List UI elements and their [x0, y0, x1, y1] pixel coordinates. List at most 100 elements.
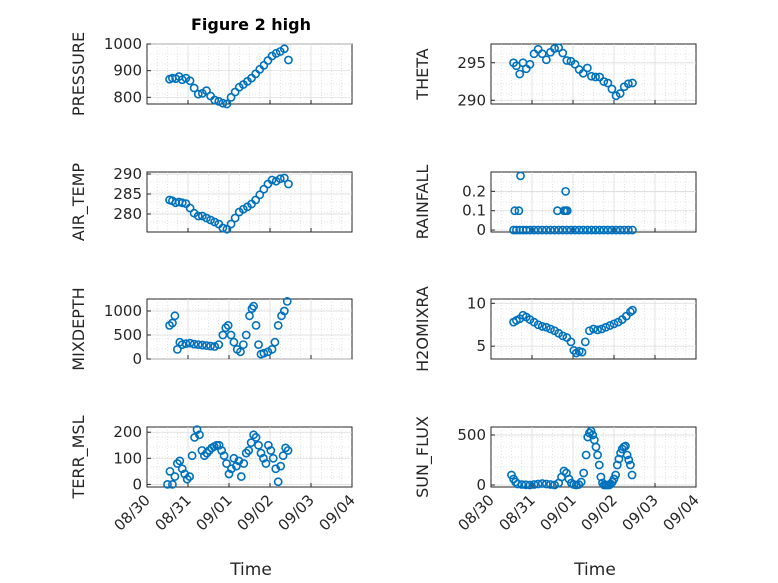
data-point	[603, 225, 613, 235]
x-tick-label: 09/03	[619, 491, 662, 534]
data-point	[236, 472, 246, 481]
data-point	[214, 96, 224, 106]
data-point	[533, 225, 543, 235]
data-point	[537, 479, 547, 488]
y-axis-label: H2OMIXRA	[413, 286, 432, 372]
data-point	[570, 59, 580, 69]
data-point	[193, 340, 203, 349]
data-point	[514, 206, 524, 216]
data-point	[222, 224, 232, 234]
data-point	[570, 225, 580, 235]
data-point	[283, 446, 293, 455]
data-point	[626, 460, 635, 470]
data-point	[533, 320, 543, 330]
y-tick-label: 285	[113, 185, 142, 203]
data-point	[181, 339, 191, 349]
data-point	[537, 322, 547, 331]
data-point	[259, 184, 269, 194]
data-point	[609, 474, 619, 484]
data-point	[226, 92, 236, 102]
data-point	[177, 340, 187, 349]
data-point	[510, 206, 520, 216]
data-point	[576, 477, 586, 487]
data-point	[593, 450, 602, 460]
data-point	[546, 480, 555, 489]
data-point	[595, 225, 605, 235]
x-tick-label: 08/30	[455, 491, 498, 534]
data-point	[609, 319, 619, 329]
data-point	[607, 225, 617, 235]
data-point	[185, 472, 195, 481]
data-point	[574, 225, 584, 235]
data-point	[197, 211, 207, 221]
data-point	[517, 480, 527, 489]
data-point	[627, 470, 637, 480]
x-tick-label: 08/31	[152, 491, 195, 534]
data-point	[279, 173, 289, 183]
data-point	[624, 455, 634, 465]
data-point	[273, 320, 283, 330]
data-point	[611, 470, 621, 480]
y-tick-label: 800	[113, 88, 142, 106]
data-point	[537, 225, 547, 235]
x-tick-label: 09/02	[578, 491, 621, 534]
data-point	[271, 48, 281, 58]
data-point	[550, 225, 559, 235]
subplot-5: 5 10 H2OMIXRA	[413, 286, 697, 372]
data-point	[185, 203, 195, 213]
x-tick-label: 09/01	[537, 491, 580, 534]
data-point	[529, 225, 539, 235]
data-point	[605, 321, 615, 330]
data-point	[246, 438, 256, 448]
y-tick-label: 100	[113, 449, 142, 467]
data-point	[593, 325, 602, 335]
data-point	[525, 225, 535, 235]
data-point	[591, 225, 600, 235]
data-point	[562, 56, 572, 65]
data-point	[596, 472, 606, 482]
data-point	[558, 48, 568, 58]
data-point	[197, 340, 207, 350]
y-tick-label: 290	[113, 165, 142, 183]
subplot-3: 00.1 0.2 RAINFALL	[413, 165, 697, 239]
data-point	[614, 454, 624, 464]
data-point	[546, 324, 555, 334]
data-point	[546, 225, 555, 235]
data-point	[218, 98, 228, 108]
data-point	[226, 219, 236, 229]
data-point	[581, 450, 591, 460]
data-point	[588, 430, 598, 440]
data-point	[533, 479, 543, 489]
data-point	[550, 44, 559, 53]
y-axis-label: THETA	[413, 48, 432, 100]
x-axis-label-left: Time	[229, 560, 272, 580]
data-point	[577, 347, 587, 357]
data-point	[558, 331, 568, 341]
data-point	[261, 459, 271, 468]
data-point	[525, 480, 535, 490]
x-tick-label: 09/04	[660, 491, 703, 534]
data-point	[541, 55, 551, 65]
data-point	[569, 346, 579, 355]
data-point	[276, 461, 286, 471]
data-point	[210, 95, 220, 105]
data-point	[521, 480, 531, 490]
data-point	[187, 451, 197, 461]
data-point	[550, 480, 559, 490]
data-point	[177, 198, 187, 208]
data-point	[193, 211, 203, 221]
data-point	[221, 323, 231, 333]
data-point	[170, 472, 180, 481]
data-point	[238, 340, 248, 349]
y-axis-label: AIR_TEMP	[69, 163, 89, 241]
data-point	[594, 460, 604, 470]
data-point	[587, 225, 596, 235]
subplot-1: 290 295 THETA	[413, 43, 697, 109]
data-point	[236, 347, 245, 357]
y-axis-label: PRESSURE	[69, 32, 88, 116]
y-tick-label: 1000	[104, 302, 142, 320]
data-point	[255, 190, 265, 200]
data-point	[199, 451, 209, 461]
data-point	[219, 451, 229, 461]
data-point	[615, 225, 625, 235]
